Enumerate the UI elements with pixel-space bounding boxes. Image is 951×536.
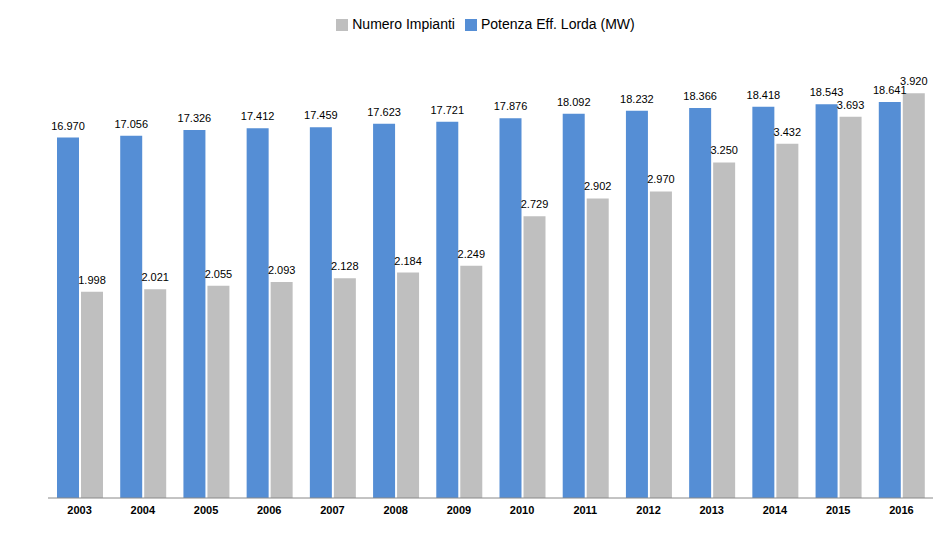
svg-text:2009: 2009 xyxy=(447,504,471,516)
svg-text:3.432: 3.432 xyxy=(774,126,802,138)
svg-text:17.623: 17.623 xyxy=(367,106,401,118)
svg-text:2.729: 2.729 xyxy=(521,198,549,210)
svg-text:18.418: 18.418 xyxy=(747,89,781,101)
svg-text:2005: 2005 xyxy=(194,504,218,516)
html-text:Numero Impianti: Numero Impianti xyxy=(352,16,455,32)
svg-text:17.721: 17.721 xyxy=(430,104,464,116)
svg-text:2004: 2004 xyxy=(131,504,156,516)
svg-text:18.366: 18.366 xyxy=(683,90,717,102)
svg-text:2015: 2015 xyxy=(826,504,850,516)
svg-text:3.920: 3.920 xyxy=(900,75,928,87)
svg-text:18.232: 18.232 xyxy=(620,93,654,105)
svg-text:2006: 2006 xyxy=(257,504,281,516)
svg-text:2.184: 2.184 xyxy=(394,255,422,267)
svg-text:2.249: 2.249 xyxy=(458,248,486,260)
svg-text:17.876: 17.876 xyxy=(494,100,528,112)
html-text:Potenza Eff. Lorda (MW): Potenza Eff. Lorda (MW) xyxy=(480,16,635,32)
svg-text:1.998: 1.998 xyxy=(78,274,106,286)
svg-text:2.970: 2.970 xyxy=(647,173,675,185)
svg-text:16.970: 16.970 xyxy=(51,120,85,132)
svg-text:2016: 2016 xyxy=(889,504,913,516)
svg-text:2003: 2003 xyxy=(67,504,91,516)
svg-text:3.693: 3.693 xyxy=(837,99,865,111)
svg-text:2.093: 2.093 xyxy=(268,264,296,276)
svg-text:2007: 2007 xyxy=(320,504,344,516)
svg-text:2011: 2011 xyxy=(573,504,597,516)
svg-text:18.641: 18.641 xyxy=(873,84,907,97)
svg-text:2013: 2013 xyxy=(700,504,724,516)
svg-text:17.326: 17.326 xyxy=(178,112,212,124)
svg-text:2.021: 2.021 xyxy=(141,271,169,283)
svg-text:2012: 2012 xyxy=(636,504,660,516)
svg-text:2.055: 2.055 xyxy=(205,268,233,280)
svg-text:17.056: 17.056 xyxy=(114,118,148,130)
svg-text:2.902: 2.902 xyxy=(584,180,612,192)
svg-text:3.250: 3.250 xyxy=(710,144,738,156)
svg-text:18.543: 18.543 xyxy=(810,86,844,98)
svg-text:2010: 2010 xyxy=(510,504,534,516)
svg-text:18.092: 18.092 xyxy=(557,96,591,108)
svg-text:2008: 2008 xyxy=(383,504,407,516)
svg-text:17.412: 17.412 xyxy=(241,110,275,122)
svg-text:2014: 2014 xyxy=(763,504,788,516)
svg-text:17.459: 17.459 xyxy=(304,109,338,121)
svg-text:2.128: 2.128 xyxy=(331,260,359,272)
